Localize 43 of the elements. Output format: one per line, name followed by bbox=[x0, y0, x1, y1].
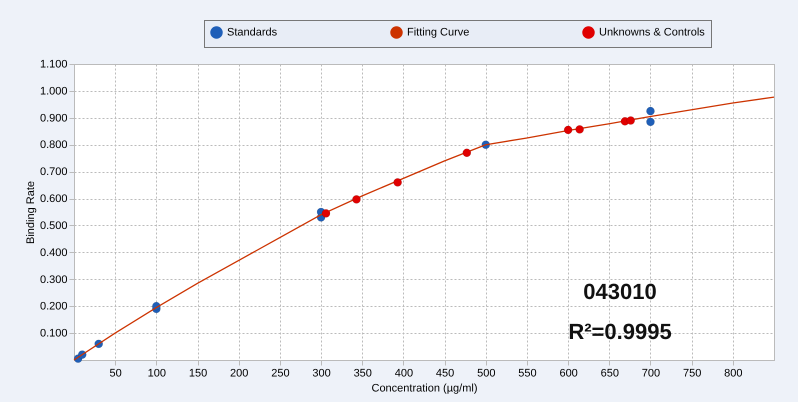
y-tick-label: 0.800 bbox=[40, 139, 68, 152]
point bbox=[564, 126, 572, 134]
point bbox=[646, 106, 655, 116]
x-tick-label: 50 bbox=[110, 368, 122, 380]
x-tick-label: 800 bbox=[724, 368, 743, 380]
y-tick-label: 0.500 bbox=[40, 220, 68, 232]
x-tick-label: 750 bbox=[682, 368, 702, 380]
x-tick-label: 150 bbox=[188, 368, 208, 380]
y-tick-label: 0.600 bbox=[40, 193, 68, 206]
y-tick-label: 0.300 bbox=[40, 274, 68, 286]
annotation: 043010 bbox=[583, 279, 657, 304]
y-tick-label: 0.100 bbox=[40, 328, 68, 340]
y-tick-label: 0.400 bbox=[40, 246, 68, 259]
x-tick-label: 250 bbox=[271, 368, 290, 380]
x-tick-label: 500 bbox=[477, 368, 496, 380]
y-tick-label: 0.900 bbox=[40, 112, 68, 124]
x-tick-label: 450 bbox=[436, 368, 454, 380]
point bbox=[322, 209, 330, 218]
point bbox=[626, 116, 635, 125]
x-tick-label: 350 bbox=[354, 368, 372, 380]
x-tick-label: 400 bbox=[394, 368, 414, 380]
y-tick-label: 0.200 bbox=[40, 300, 68, 313]
legend-label: Standards bbox=[227, 26, 278, 39]
x-tick-label: 600 bbox=[559, 368, 578, 380]
annotation: R²=0.9995 bbox=[568, 319, 672, 344]
x-tick-label: 550 bbox=[518, 368, 537, 380]
point bbox=[646, 118, 655, 126]
x-tick-label: 650 bbox=[600, 368, 619, 380]
y-tick-label: 1.000 bbox=[40, 85, 68, 98]
point bbox=[462, 148, 472, 158]
point bbox=[575, 125, 584, 134]
y-axis-title: Binding Rate bbox=[24, 181, 37, 244]
point bbox=[352, 195, 361, 204]
x-tick-label: 300 bbox=[312, 368, 331, 380]
legend-label: Fitting Curve bbox=[407, 26, 470, 39]
y-tick-label: 1.100 bbox=[40, 58, 68, 70]
x-axis-title: Concentration (µg/ml) bbox=[372, 382, 478, 394]
point bbox=[393, 178, 402, 187]
x-tick-label: 700 bbox=[642, 368, 660, 380]
x-tick-label: 200 bbox=[230, 368, 248, 380]
x-tick-label: 100 bbox=[148, 368, 166, 380]
legend-label: Unknowns & Controls bbox=[599, 26, 706, 39]
y-tick-label: 0.700 bbox=[40, 166, 68, 178]
